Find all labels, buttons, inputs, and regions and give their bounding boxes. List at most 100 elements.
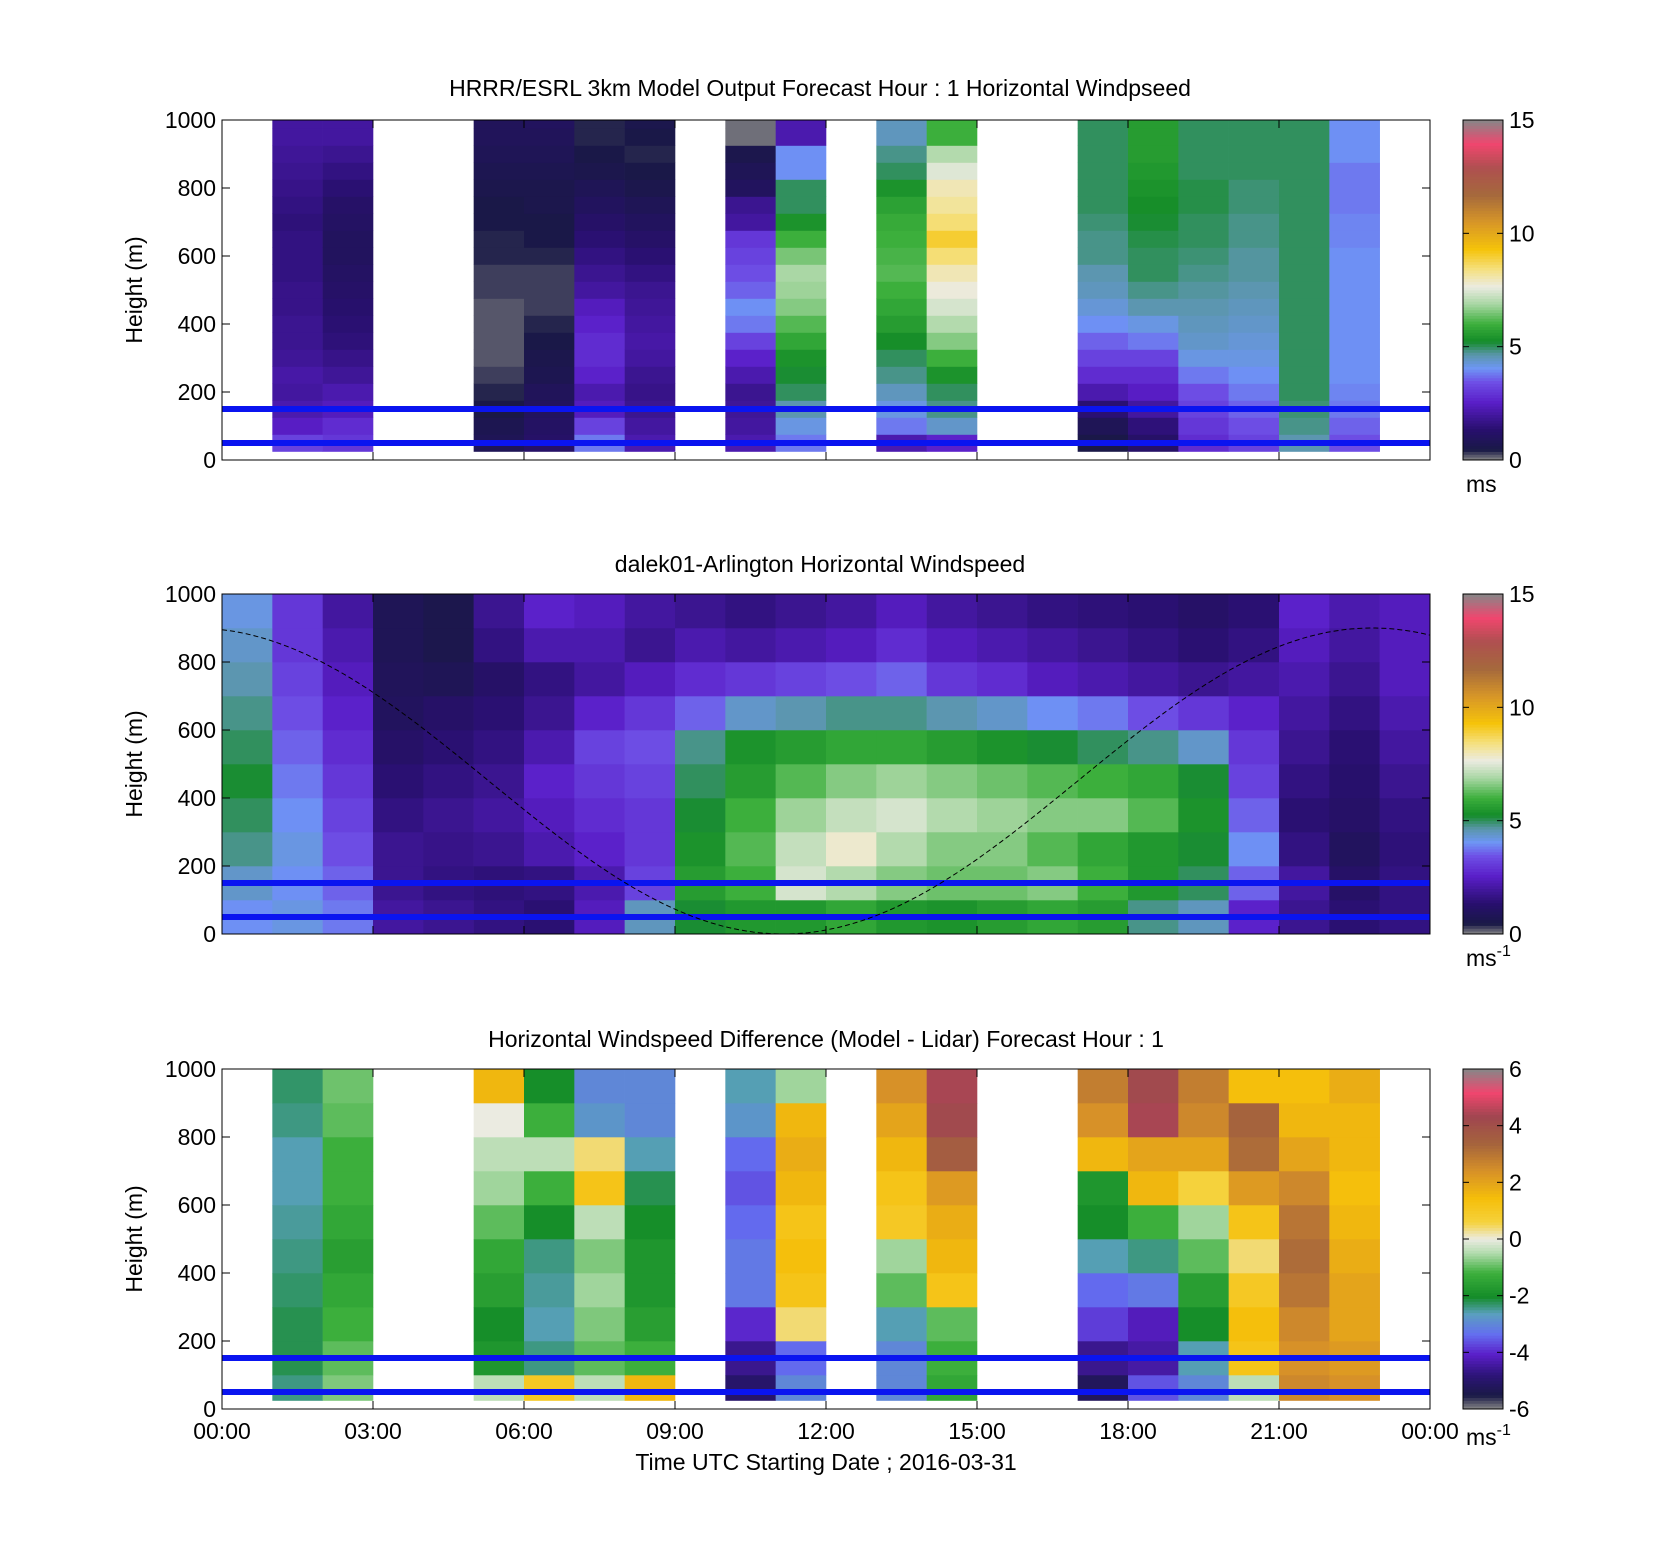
panel-model-cell xyxy=(624,298,676,316)
panel-lidar-cell xyxy=(272,696,323,731)
panel-diff-cell xyxy=(1228,1069,1280,1104)
panel-diff-colorbar-swatch xyxy=(1463,1103,1503,1107)
panel-model-colorbar-swatch xyxy=(1463,250,1503,254)
panel-diff-colorbar-swatch xyxy=(1463,1216,1503,1220)
panel-model-colorbar-tick-label: 0 xyxy=(1509,447,1522,473)
panel-lidar-colorbar-swatch xyxy=(1463,628,1503,632)
panel-lidar-cell xyxy=(1027,628,1078,663)
panel-model-cell xyxy=(775,179,827,197)
panel-model-colorbar-swatch xyxy=(1463,375,1503,379)
panel-model-cell xyxy=(1128,128,1179,146)
panel-model-colorbar-swatch xyxy=(1463,162,1503,166)
panel-lidar-ytick-label: 400 xyxy=(178,785,216,811)
panel-diff-cell xyxy=(725,1069,776,1104)
panel-diff-cell xyxy=(1329,1205,1380,1240)
panel-model-cell xyxy=(775,298,827,316)
panel-lidar-ytick-label: 1000 xyxy=(165,581,216,607)
panel-model-cell xyxy=(524,332,575,350)
panel-diff-cell xyxy=(524,1205,575,1240)
panel-model-colorbar-swatch xyxy=(1463,273,1503,277)
panel-model-cell xyxy=(272,145,323,163)
panel-model-cell xyxy=(926,315,978,333)
panel-lidar-cell xyxy=(574,696,625,731)
panel-lidar-cell xyxy=(423,628,474,663)
panel-model-cell xyxy=(725,145,776,163)
panel-lidar-colorbar-swatch xyxy=(1463,741,1503,745)
panel-model-cell xyxy=(725,213,776,231)
panel-lidar-cell xyxy=(574,832,625,867)
panel-lidar-colorbar-swatch xyxy=(1463,764,1503,768)
panel-diff-cell xyxy=(272,1239,323,1274)
panel-lidar-yticks: 0 200 400 600 800 1000 xyxy=(165,581,1430,947)
panel-model-colorbar-swatch xyxy=(1463,139,1503,144)
panel-model-colorbar-swatch xyxy=(1463,369,1503,373)
panel-lidar-colorbar-swatch xyxy=(1463,724,1503,728)
panel-lidar-colorbar-swatch xyxy=(1463,761,1503,765)
panel-lidar-cell xyxy=(473,628,525,663)
panel-lidar-colorbar-swatch xyxy=(1463,642,1503,646)
panel-model-cell xyxy=(574,417,625,435)
panel-model-colorbar-swatch xyxy=(1463,275,1503,280)
panel-lidar-cell xyxy=(977,832,1028,867)
panel-lidar-cell xyxy=(725,832,776,867)
panel-model-cell xyxy=(1077,332,1129,350)
panel-model-cell xyxy=(1077,230,1129,248)
panel-model-colorbar-swatch xyxy=(1463,236,1503,240)
panel-diff-cell xyxy=(1077,1239,1129,1274)
panel-model-cell xyxy=(1128,247,1179,265)
panel-lidar-cell xyxy=(675,696,726,731)
panel-diff-cell xyxy=(775,1069,827,1104)
panel-lidar-cell xyxy=(1279,662,1330,697)
panel-model-cell xyxy=(926,120,978,129)
panel-diff-colorbar-swatch xyxy=(1463,1400,1503,1404)
panel-model-colorbar-swatch xyxy=(1463,230,1503,234)
panel-diff-cell xyxy=(1128,1239,1179,1274)
panel-model-cell xyxy=(1178,366,1229,384)
panel-lidar-cell xyxy=(1077,832,1129,867)
panel-lidar-cell xyxy=(675,628,726,663)
panel-lidar-cell xyxy=(977,662,1028,697)
panel-model-cell xyxy=(876,196,927,214)
panel-diff-colorbar: -6 -4 -2 0 2 4 6 ms-1 xyxy=(1462,1056,1530,1450)
panel-model-cell xyxy=(1279,179,1330,197)
panel-model-cell xyxy=(524,196,575,214)
panel-model-cell xyxy=(926,196,978,214)
panel-lidar-colorbar-swatch xyxy=(1463,851,1503,856)
panel-lidar-colorbar-swatch xyxy=(1463,681,1503,686)
panel-diff-colorbar-swatch xyxy=(1463,1145,1503,1149)
panel-lidar-colorbar-swatch xyxy=(1463,843,1503,847)
panel-model-cell xyxy=(775,264,827,282)
panel-model-cell xyxy=(1128,230,1179,248)
panel-model-cell xyxy=(1077,196,1129,214)
panel-lidar-cell xyxy=(1379,764,1430,799)
panel-model-cell xyxy=(322,264,374,282)
panel-diff-cell xyxy=(1329,1273,1380,1308)
panel-diff-colorbar-swatch xyxy=(1463,1122,1503,1127)
panel-model-cell xyxy=(574,366,625,384)
panel-model-colorbar-swatch xyxy=(1463,171,1503,175)
panel-model-colorbar-swatch xyxy=(1463,182,1503,186)
panel-model-cell xyxy=(524,417,575,435)
panel-model-cell xyxy=(1077,417,1129,435)
panel-lidar-colorbar-swatch xyxy=(1463,866,1503,870)
panel-diff-colorbar-unit: ms-1 xyxy=(1466,1422,1511,1450)
panel-model-cell xyxy=(926,162,978,180)
panel-model-cell xyxy=(574,213,625,231)
panel-model-cell xyxy=(1279,417,1330,435)
panel-model-ylabel: Height (m) xyxy=(121,236,147,343)
panel-diff-colorbar-tick-label: 0 xyxy=(1509,1226,1522,1252)
panel-model-colorbar-swatch xyxy=(1463,309,1503,314)
panel-model-colorbar-swatch xyxy=(1463,258,1503,263)
panel-lidar-colorbar-swatch xyxy=(1463,713,1503,717)
panel-model-cell xyxy=(876,145,927,163)
panel-diff-cell xyxy=(876,1137,927,1172)
panel-diff-cell xyxy=(272,1273,323,1308)
panel-diff-cell xyxy=(1128,1103,1179,1138)
panel-model-cell xyxy=(1128,213,1179,231)
panel-diff-cell xyxy=(1128,1069,1179,1104)
panel-diff-cell xyxy=(1077,1307,1129,1342)
panel-diff-cell xyxy=(926,1307,978,1342)
panel-lidar-cell xyxy=(1077,798,1129,833)
panel-lidar-cell xyxy=(1128,764,1179,799)
panel-lidar-colorbar-swatch xyxy=(1463,670,1503,674)
